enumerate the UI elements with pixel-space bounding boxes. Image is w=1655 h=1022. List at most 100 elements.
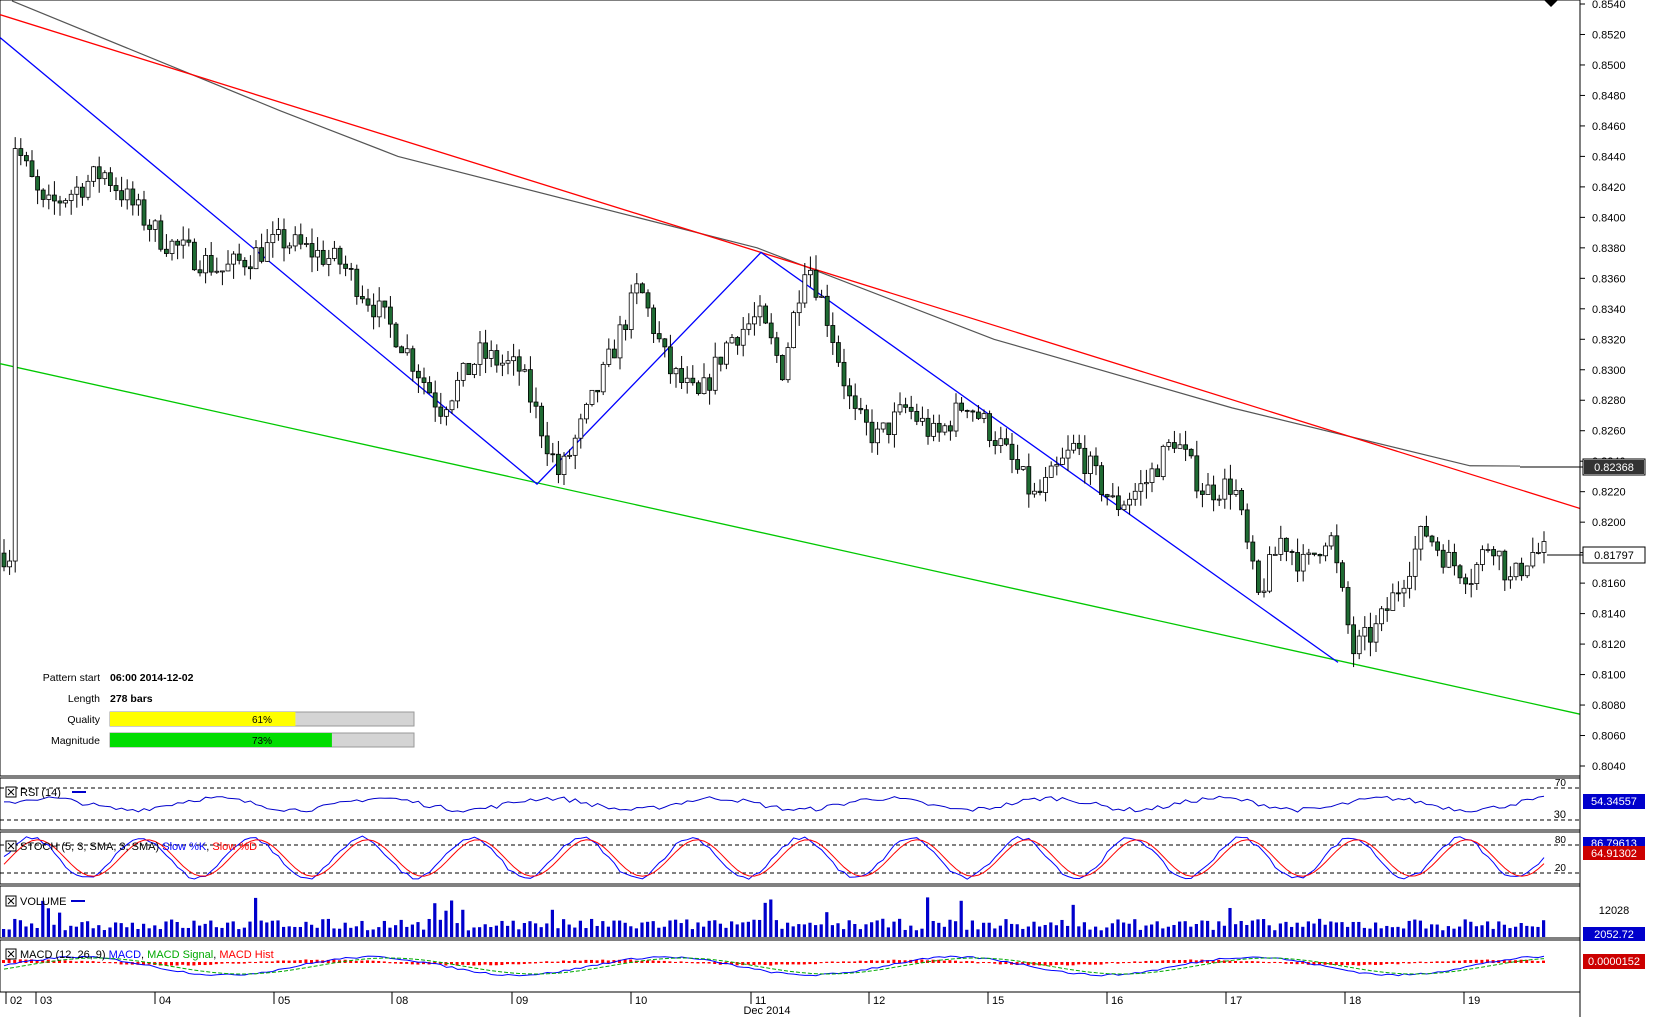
candle [561, 452, 567, 486]
candle [147, 219, 153, 242]
candle-body-down [925, 417, 931, 437]
candle [1004, 428, 1009, 447]
candle [1418, 525, 1424, 561]
volume-bar [713, 920, 717, 937]
macd-hist-bar [1133, 961, 1137, 963]
candle-body-up [214, 270, 220, 273]
candle [752, 302, 757, 336]
candle-body-up [1356, 635, 1362, 655]
macd-hist-bar [819, 962, 823, 964]
macd-hist-bar [1469, 960, 1473, 963]
candle [1020, 465, 1026, 471]
candle [219, 270, 225, 286]
macd-hist-bar [382, 961, 386, 963]
volume-bar [814, 925, 818, 937]
candle [1368, 612, 1373, 657]
macd-title-prefix: MACD (12, 26, 9) [20, 949, 106, 961]
candle [158, 214, 164, 252]
volume-bar [1234, 924, 1238, 937]
candle [1356, 629, 1362, 660]
scroll-marker-icon[interactable] [1544, 0, 1558, 7]
macd-hist-bar [830, 961, 834, 963]
volume-bar [1368, 928, 1372, 937]
candle [1541, 531, 1547, 564]
volume-bar [634, 928, 638, 937]
candle [712, 342, 718, 395]
volume-bar [998, 925, 1002, 937]
candle [270, 221, 276, 258]
volume-bar [1217, 921, 1221, 937]
volume-bar [1301, 926, 1305, 937]
volume-bar [63, 930, 67, 937]
stoch-d-value: 64.91302 [1591, 848, 1637, 860]
volume-bar [1105, 927, 1109, 937]
macd-hist-bar [1026, 962, 1030, 965]
macd-hist-bar [164, 962, 168, 966]
volume-bar [573, 927, 577, 937]
time-tick-label: 16 [1111, 995, 1123, 1007]
candle [808, 256, 813, 287]
candle-body-down [387, 306, 393, 325]
candle [880, 422, 886, 433]
candle-body-down [1295, 552, 1300, 572]
candle-body-down [1440, 549, 1446, 568]
candle [236, 243, 242, 265]
volume-bar [959, 900, 963, 937]
price-tick-label: 0.8540 [1592, 0, 1626, 11]
macd-hist-bar [1290, 962, 1293, 964]
price-tick-label: 0.8040 [1592, 761, 1626, 773]
macd-hist-bar [1379, 962, 1383, 965]
macd-hist-bar [1239, 961, 1243, 963]
candle-body-up [1144, 482, 1149, 485]
candle [948, 420, 953, 441]
candle [1278, 525, 1284, 562]
volume-bar [478, 927, 482, 937]
candle-body-down [1384, 608, 1390, 611]
candle [331, 240, 337, 262]
candle [1440, 544, 1446, 574]
candle-body-down [382, 300, 388, 308]
candle-body-up [1127, 498, 1132, 506]
candle [214, 257, 220, 274]
volume-bar [1357, 921, 1361, 937]
volume-bar [1155, 921, 1159, 937]
candle-body-up [270, 234, 276, 244]
macd-hist-bar [679, 961, 683, 963]
volume-bar [1122, 922, 1126, 937]
volume-bar [130, 922, 134, 937]
candle [903, 397, 908, 414]
macd-hist-bar [1273, 961, 1277, 963]
candle-body-up [253, 247, 259, 270]
macd-hist-bar [478, 962, 481, 966]
macd-hist-bar [1021, 962, 1025, 965]
volume-bar [315, 927, 319, 937]
candle [1071, 434, 1076, 454]
time-tick-label: 10 [635, 995, 647, 1007]
price-tick-label: 0.8420 [1592, 182, 1626, 194]
volume-bar [690, 929, 694, 937]
macd-hist-bar [797, 962, 801, 965]
candle [1373, 615, 1379, 653]
volume-bar [1194, 924, 1198, 937]
volume-bar [80, 922, 84, 937]
candle-body-down [696, 382, 701, 395]
volume-bar [1424, 928, 1428, 937]
candle [203, 247, 209, 284]
macd-hist-bar [993, 962, 997, 964]
macd-hist-bar [836, 961, 840, 963]
candle [1032, 482, 1037, 498]
candle [399, 345, 405, 354]
macd-hist-bar [550, 961, 554, 963]
price-tick-label: 0.8400 [1592, 212, 1626, 224]
time-tick-label: 09 [516, 995, 528, 1007]
candle-body-up [68, 193, 74, 201]
candle-body-down [992, 440, 998, 446]
candle [1334, 524, 1340, 574]
candle-body-down [1211, 484, 1216, 501]
candle-body-up [1278, 537, 1284, 555]
macd-hist-bar [41, 960, 45, 963]
macd-hist-bar [685, 961, 689, 963]
macd-hist-bar [987, 962, 991, 964]
volume-pane: VOLUME 12028 2052.72 [0, 885, 1645, 941]
candle-body-up [135, 199, 141, 206]
